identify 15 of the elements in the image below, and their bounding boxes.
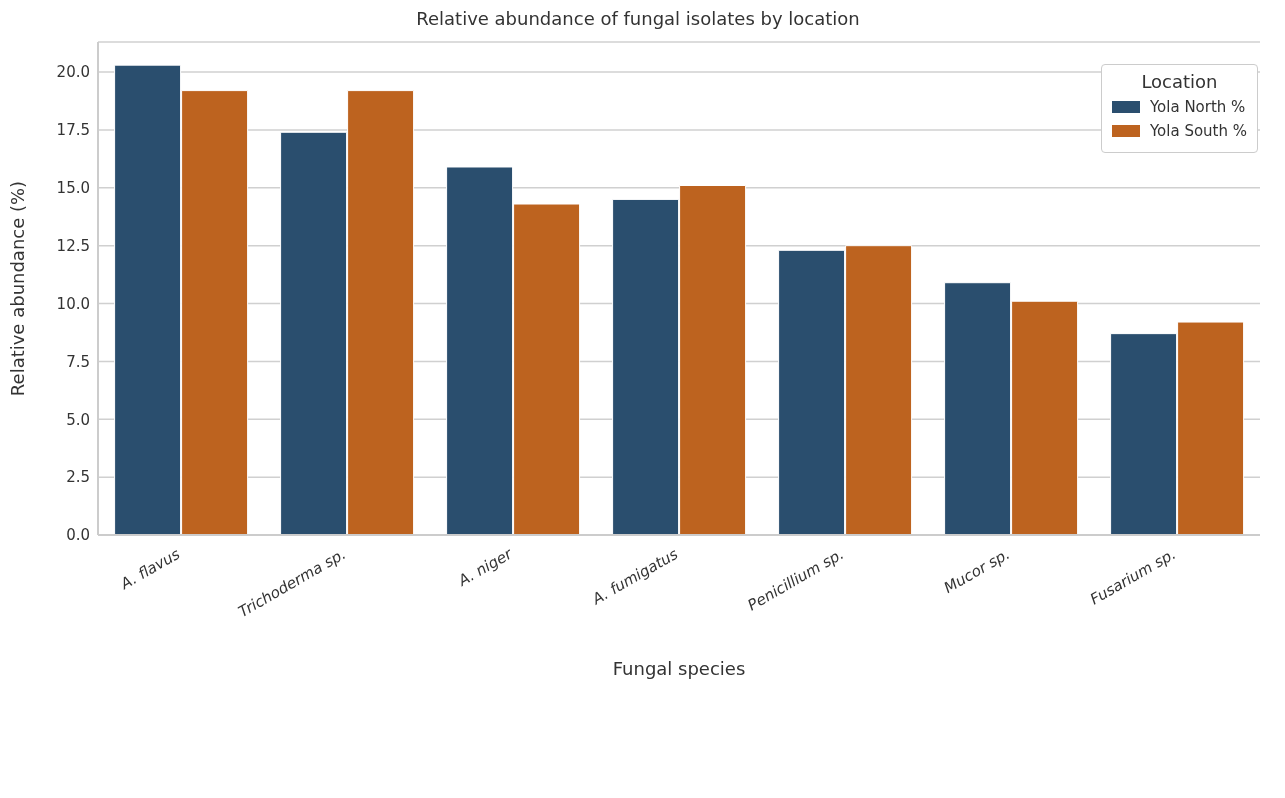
legend-label: Yola South % [1148,122,1247,140]
x-axis-title: Fungal species [612,658,746,679]
y-tick-label: 5.0 [66,410,90,429]
y-tick-label: 12.5 [56,237,90,256]
y-tick-label: 0.0 [66,526,90,545]
legend-label: Yola North % [1148,98,1247,116]
y-tick-label: 15.0 [56,179,90,198]
y-tick-label: 20.0 [56,63,90,82]
legend-title: Location [1140,71,1219,92]
y-tick-label: 2.5 [66,468,90,487]
chart-title: Relative abundance of fungal isolates by location [415,8,861,31]
y-tick-label: 17.5 [56,121,90,140]
y-tick-label: 7.5 [66,352,90,371]
y-tick-label: 10.0 [56,294,90,313]
y-axis-title: Relative abundance (%) [7,180,29,397]
